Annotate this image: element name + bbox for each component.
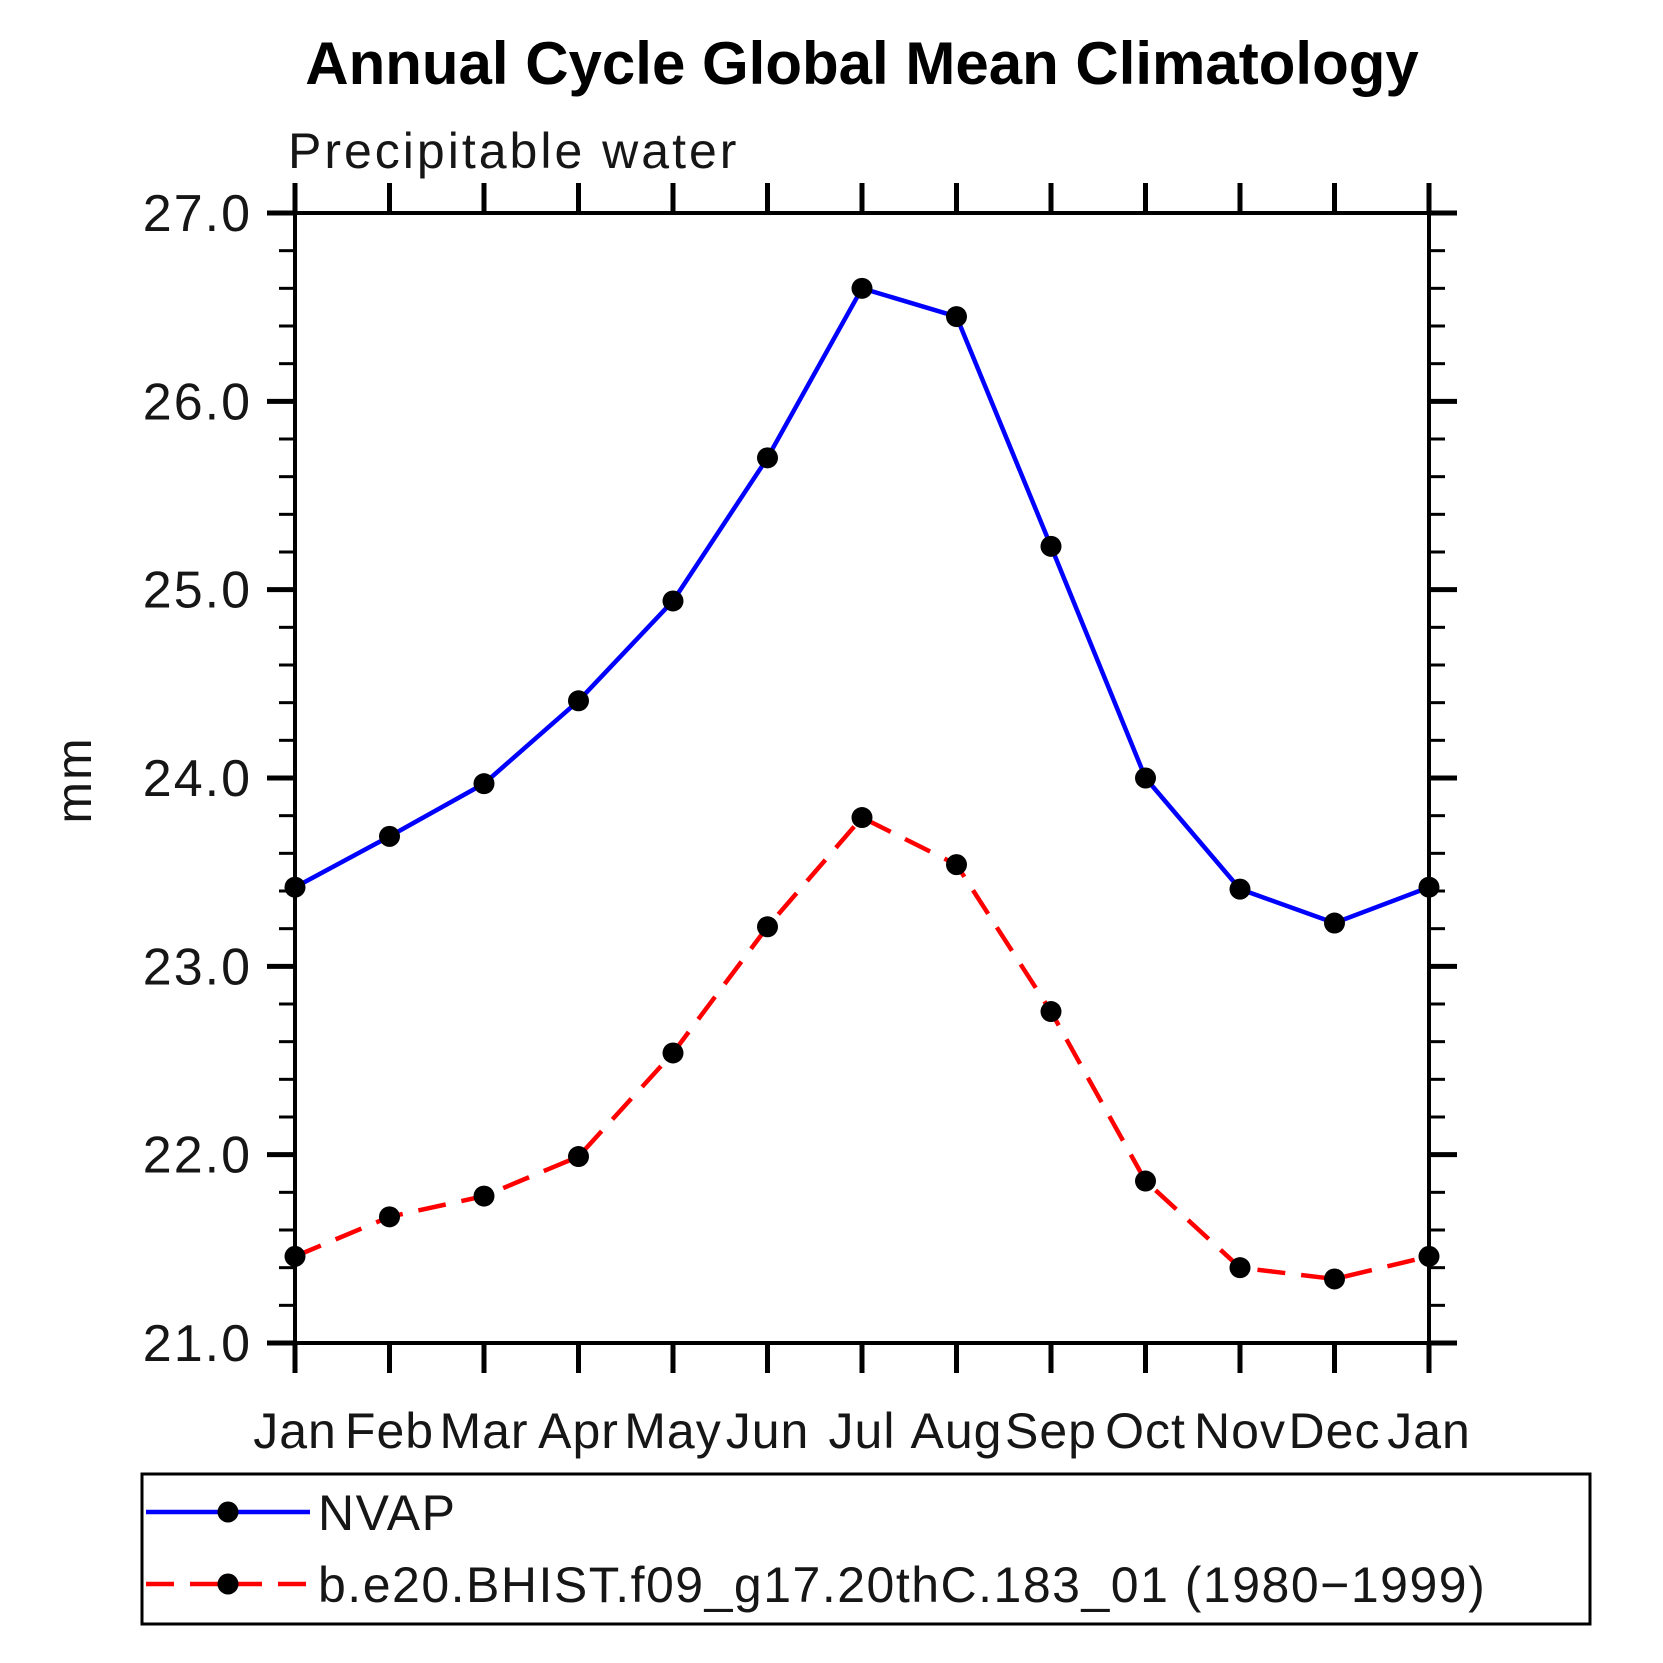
legend-box xyxy=(140,1472,1592,1626)
data-point xyxy=(473,1185,495,1207)
legend-marker-nvap xyxy=(217,1501,239,1523)
y-tick-labels: 21.0 22.0 23.0 24.0 25.0 26.0 27.0 xyxy=(143,185,252,1373)
x-tick-label: Sep xyxy=(1005,1403,1097,1459)
x-tick-label: Jul xyxy=(829,1403,896,1459)
axis-ticks xyxy=(267,183,1457,1373)
data-point xyxy=(757,447,778,469)
y-axis-title: mm xyxy=(46,736,102,823)
data-point xyxy=(946,306,967,328)
x-tick-label: Nov xyxy=(1194,1403,1286,1459)
series-line xyxy=(294,815,1430,1282)
legend-label-nvap: NVAP xyxy=(318,1485,456,1541)
legend: NVAP b.e20.BHIST.f09_g17.20thC.183_01 (1… xyxy=(140,1472,1592,1626)
x-tick-labels: Jan Feb Mar Apr May Jun Jul Aug Sep Oct Nov Dec Jan xyxy=(253,1403,1471,1459)
data-point xyxy=(757,916,778,938)
y-tick-label: 24.0 xyxy=(143,750,252,808)
x-tick-label: Aug xyxy=(911,1403,1003,1459)
series-nvap xyxy=(284,277,1440,934)
chart-title: Annual Cycle Global Mean Climatology xyxy=(305,30,1419,97)
x-tick-label: Feb xyxy=(345,1403,434,1459)
data-point xyxy=(568,1146,589,1168)
data-point xyxy=(946,854,967,876)
y-tick-label: 27.0 xyxy=(143,185,252,243)
data-point xyxy=(1040,535,1062,557)
data-point xyxy=(1324,912,1345,934)
data-point xyxy=(1418,876,1440,898)
y-tick-label: 25.0 xyxy=(143,562,252,620)
data-point xyxy=(1229,878,1251,900)
data-point xyxy=(1040,1001,1062,1023)
y-tick-label: 21.0 xyxy=(143,1315,252,1373)
data-point xyxy=(379,1206,400,1228)
data-point xyxy=(851,277,873,299)
data-point xyxy=(662,1042,684,1064)
x-tick-label: Jan xyxy=(253,1403,337,1459)
data-series xyxy=(284,277,1440,1290)
data-point xyxy=(1324,1268,1345,1290)
x-tick-label: Dec xyxy=(1289,1403,1381,1459)
data-point xyxy=(1135,1170,1156,1192)
series-model xyxy=(284,807,1440,1290)
data-point xyxy=(662,590,684,612)
chart-subtitle: Precipitable water xyxy=(288,123,739,179)
y-tick-label: 26.0 xyxy=(143,373,252,431)
x-tick-label: Jan xyxy=(1387,1403,1471,1459)
data-point xyxy=(284,876,306,898)
legend-label-model: b.e20.BHIST.f09_g17.20thC.183_01 (1980−1… xyxy=(318,1557,1486,1613)
data-point xyxy=(284,1245,306,1267)
x-tick-label: May xyxy=(624,1403,721,1459)
x-tick-label: Jun xyxy=(726,1403,810,1459)
data-point xyxy=(1135,767,1156,789)
x-tick-label: Oct xyxy=(1105,1403,1186,1459)
data-point xyxy=(568,690,589,712)
data-point xyxy=(851,807,873,829)
plot-border xyxy=(293,211,1431,1345)
x-tick-label: Mar xyxy=(439,1403,528,1459)
y-tick-label: 23.0 xyxy=(143,938,252,996)
legend-marker-model xyxy=(217,1573,239,1595)
x-tick-label: Apr xyxy=(538,1403,619,1459)
y-tick-label: 22.0 xyxy=(143,1127,252,1185)
data-point xyxy=(1229,1257,1251,1279)
data-point xyxy=(1418,1245,1440,1267)
data-point xyxy=(473,773,495,795)
data-point xyxy=(379,825,400,847)
